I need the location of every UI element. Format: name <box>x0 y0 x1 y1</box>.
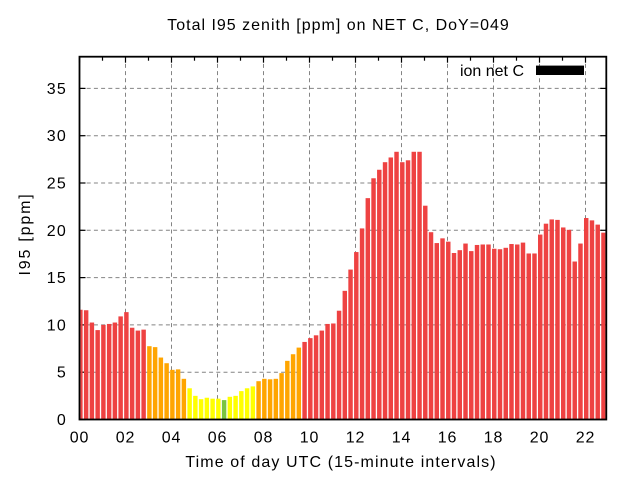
svg-text:15: 15 <box>47 270 67 287</box>
svg-text:20: 20 <box>47 223 67 240</box>
svg-text:Time of day UTC (15-minute int: Time of day UTC (15-minute intervals) <box>185 454 496 471</box>
svg-text:16: 16 <box>438 430 457 447</box>
svg-text:35: 35 <box>47 81 67 98</box>
svg-text:22: 22 <box>576 430 595 447</box>
svg-text:I95 [ppm]: I95 [ppm] <box>17 193 34 276</box>
svg-text:14: 14 <box>392 430 411 447</box>
svg-text:02: 02 <box>116 430 135 447</box>
svg-text:18: 18 <box>484 430 503 447</box>
svg-text:30: 30 <box>47 128 67 145</box>
svg-text:10: 10 <box>300 430 319 447</box>
svg-text:0: 0 <box>57 412 67 429</box>
svg-text:06: 06 <box>208 430 227 447</box>
svg-text:12: 12 <box>346 430 365 447</box>
svg-text:25: 25 <box>47 176 67 193</box>
svg-text:5: 5 <box>57 365 67 382</box>
svg-text:10: 10 <box>47 317 67 334</box>
svg-text:04: 04 <box>162 430 181 447</box>
svg-text:ion net C: ion net C <box>460 63 524 80</box>
svg-text:00: 00 <box>70 430 89 447</box>
svg-text:Total I95 zenith [ppm] on NET: Total I95 zenith [ppm] on NET C, DoY=049 <box>167 17 510 34</box>
svg-text:20: 20 <box>530 430 549 447</box>
svg-text:08: 08 <box>254 430 273 447</box>
